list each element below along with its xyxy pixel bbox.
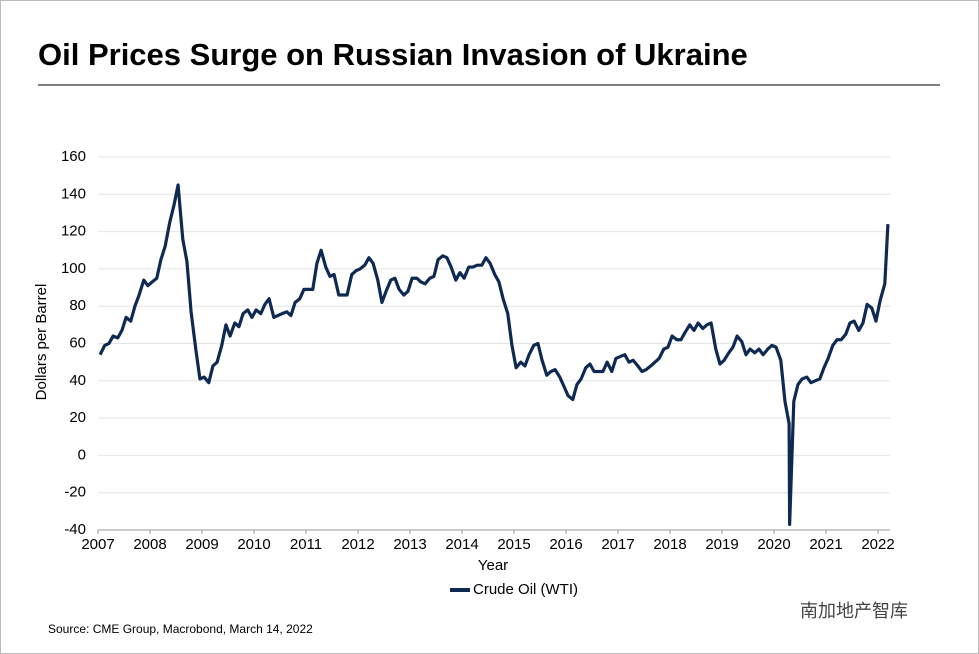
y-tick-label: -20 [64, 484, 86, 501]
legend-label: Crude Oil (WTI) [473, 581, 578, 598]
y-tick-label: 160 [61, 148, 86, 165]
x-tick-label: 2022 [861, 536, 894, 553]
x-axis-label: Year [478, 557, 508, 574]
x-tick-label: 2007 [81, 536, 114, 553]
y-tick-label: 60 [69, 334, 86, 351]
x-tick-label: 2008 [133, 536, 166, 553]
price-line [98, 183, 890, 526]
y-tick-label: 100 [61, 260, 86, 277]
x-tick-label: 2012 [341, 536, 374, 553]
x-tick-label: 2017 [601, 536, 634, 553]
x-tick-label: 2021 [809, 536, 842, 553]
y-tick-label: 80 [69, 297, 86, 314]
x-tick-label: 2020 [757, 536, 790, 553]
x-tick-label: 2015 [497, 536, 530, 553]
chart-title: Oil Prices Surge on Russian Invasion of … [38, 37, 748, 72]
x-tick-label: 2014 [445, 536, 478, 553]
x-tick-label: 2019 [705, 536, 738, 553]
y-tick-label: 120 [61, 223, 86, 240]
y-tick-label: 20 [69, 409, 86, 426]
x-tick-label: 2016 [549, 536, 582, 553]
source-note: Source: CME Group, Macrobond, March 14, … [48, 622, 313, 636]
y-axis-label: Dollars per Barrel [33, 284, 50, 401]
y-tick-label: 140 [61, 185, 86, 202]
x-tick-label: 2010 [237, 536, 270, 553]
x-tick-label: 2009 [185, 536, 218, 553]
watermark: 南加地产智库 [800, 601, 908, 621]
x-tick-label: 2011 [290, 536, 322, 553]
y-tick-label: -40 [64, 521, 86, 538]
x-tick-label: 2018 [653, 536, 686, 553]
y-tick-label: 40 [69, 372, 86, 389]
y-tick-label: 0 [78, 446, 86, 463]
x-tick-label: 2013 [393, 536, 426, 553]
